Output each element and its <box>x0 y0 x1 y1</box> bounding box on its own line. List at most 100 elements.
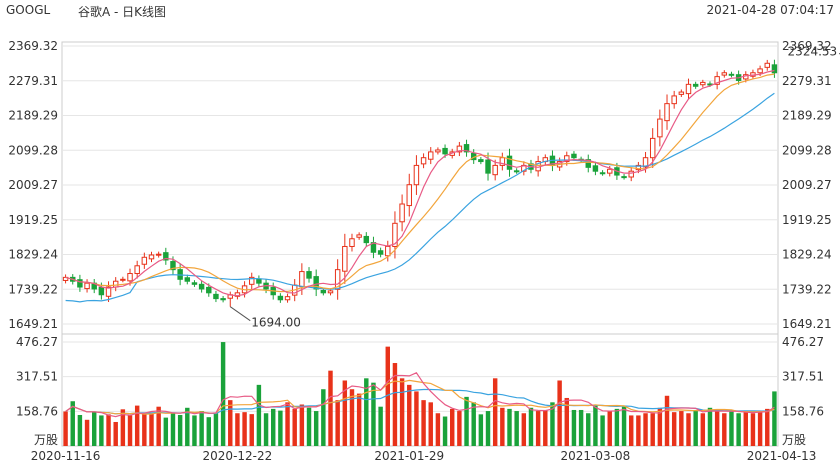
volume-bar <box>707 407 713 446</box>
volume-bar <box>177 414 183 446</box>
candle-body <box>478 159 484 163</box>
volume-bar <box>514 411 519 446</box>
candle-body <box>191 282 198 285</box>
price-tick-left: 2189.29 <box>8 109 58 123</box>
volume-bar <box>407 384 412 446</box>
candle-body <box>657 118 663 138</box>
price-tick-right: 1649.21 <box>782 317 832 331</box>
candle-body <box>206 286 212 294</box>
volume-bar <box>772 391 777 446</box>
volume-bar <box>586 413 591 446</box>
price-tick-right: 2279.31 <box>782 74 832 88</box>
price-tick-left: 1919.25 <box>8 213 58 227</box>
volume-bar <box>356 393 362 446</box>
volume-bar <box>292 408 297 446</box>
candle-body <box>635 164 642 171</box>
chart-header: GOOGL 谷歌A - 日K线图 2021-04-28 07:04:17 <box>0 0 840 22</box>
volume-bar <box>550 402 555 446</box>
date-label: 2020-12-22 <box>203 449 273 463</box>
volume-bar <box>206 417 211 446</box>
volume-bar <box>736 413 741 446</box>
volume-bar <box>521 413 527 446</box>
candle-body <box>442 147 448 155</box>
price-tick-right: 1829.24 <box>782 248 832 262</box>
volume-bar <box>543 409 548 446</box>
candle-body <box>757 68 763 74</box>
candle-body <box>671 95 677 105</box>
volume-bar <box>106 414 111 446</box>
volume-bar <box>507 408 512 446</box>
low-annotation-leader <box>229 306 251 322</box>
volume-bar <box>607 411 612 446</box>
candle-body <box>363 235 370 244</box>
volume-bar <box>278 410 283 446</box>
candle-body <box>127 273 133 282</box>
volume-bar <box>385 346 390 446</box>
volume-bar <box>442 416 448 446</box>
volume-bar <box>70 401 75 446</box>
price-tick-left: 2009.27 <box>8 178 58 192</box>
candle-body <box>256 278 262 284</box>
volume-tick-left: 317.51 <box>16 370 58 384</box>
candle-body <box>356 234 362 238</box>
candle-body <box>506 155 513 170</box>
volume-bar <box>321 389 326 446</box>
candle-body <box>392 222 398 247</box>
volume-bar <box>192 415 197 446</box>
price-tick-left: 1649.21 <box>8 317 58 331</box>
candle-body <box>485 159 491 174</box>
volume-bar <box>693 409 698 446</box>
volume-bar <box>593 405 598 446</box>
candle-body <box>141 256 148 265</box>
candle-body <box>105 286 112 297</box>
price-tick-right: 1919.25 <box>782 213 832 227</box>
candle-body <box>284 296 291 301</box>
candle-body <box>456 145 463 153</box>
candle-body <box>62 276 69 281</box>
candle-body <box>428 151 434 160</box>
candle-body <box>385 245 391 257</box>
candle-body <box>320 289 327 294</box>
volume-bar <box>335 400 340 446</box>
volume-tick-right: 476.27 <box>782 335 824 349</box>
candle-body <box>112 280 119 288</box>
volume-bar <box>428 402 433 446</box>
volume-bar <box>99 415 104 446</box>
candle-body <box>220 298 226 301</box>
volume-bar <box>328 370 333 446</box>
candle-body <box>642 157 649 168</box>
volume-bar <box>650 413 655 446</box>
candle-body <box>571 153 577 159</box>
candle-body <box>342 245 348 272</box>
candle-body <box>685 83 692 95</box>
volume-bar <box>492 378 498 446</box>
volume-tick-left: 158.76 <box>16 404 58 418</box>
price-tick-right: 2369.32 <box>782 39 832 53</box>
candle-body <box>649 137 656 159</box>
candle-body <box>249 276 255 285</box>
date-label: 2021-04-13 <box>747 449 817 463</box>
candle-body <box>435 149 441 153</box>
volume-bar <box>364 378 369 446</box>
volume-bar <box>671 412 677 446</box>
volume-bar <box>349 389 355 446</box>
candle-body <box>170 261 176 271</box>
candle-body <box>377 250 384 255</box>
volume-bar <box>421 400 426 446</box>
volume-bar <box>235 413 240 446</box>
volume-bar <box>120 409 126 446</box>
candle-body <box>564 155 570 163</box>
candle-body <box>399 203 405 223</box>
volume-bar <box>700 413 706 446</box>
volume-ma5-line <box>65 372 775 418</box>
volume-bar <box>765 408 770 446</box>
volume-bar <box>578 409 584 446</box>
volume-bar <box>199 411 204 446</box>
candle-body <box>313 276 319 290</box>
candle-body <box>420 157 427 165</box>
volume-bar <box>600 415 605 446</box>
volume-bar <box>242 412 247 446</box>
volume-bar <box>271 408 276 446</box>
price-tick-left: 2369.32 <box>8 39 58 53</box>
